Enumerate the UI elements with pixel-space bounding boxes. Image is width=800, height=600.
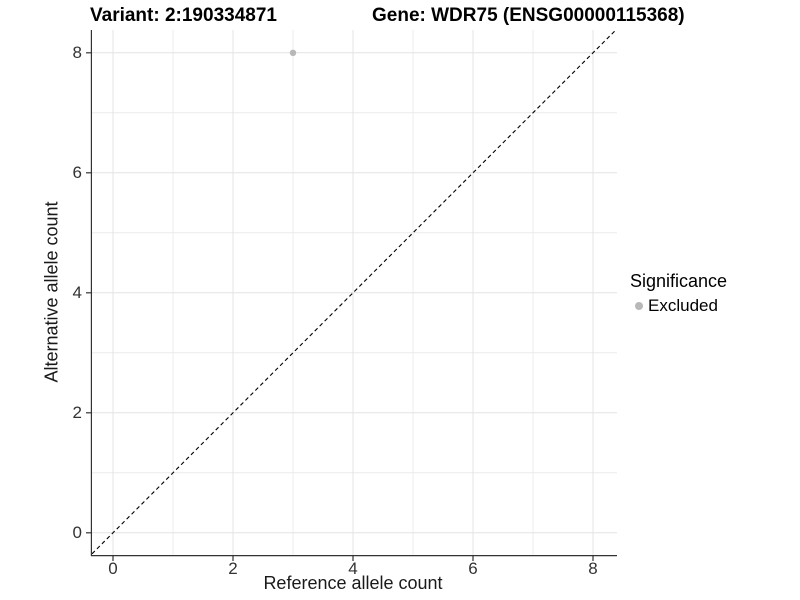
x-tick-label: 8 [588,559,598,578]
x-tick-label: 4 [348,559,358,578]
plot-title-gene: Gene: WDR75 (ENSG00000115368) [372,5,685,26]
legend-point-icon [635,302,643,310]
plot-title-variant: Variant: 2:190334871 [90,5,277,26]
legend-title: Significance [630,271,728,291]
y-tick-label: 0 [72,522,82,542]
y-tick-label: 4 [72,282,82,302]
x-axis-title: Reference allele count [263,573,443,593]
data-point [289,49,297,56]
legend: Significance Excluded [630,271,727,316]
y-tick-label: 6 [72,162,82,182]
identity-reference-line [91,29,617,555]
x-tick-label: 0 [108,559,118,578]
y-axis-title: Alternative allele count [41,201,62,383]
x-tick-label: 2 [228,559,238,578]
y-tick-label: 2 [72,402,82,422]
x-tick-label: 6 [468,559,478,578]
legend-entry-label: Excluded [648,296,718,315]
legend-entry-excluded: Excluded [630,296,727,316]
y-tick-label: 8 [72,42,82,62]
